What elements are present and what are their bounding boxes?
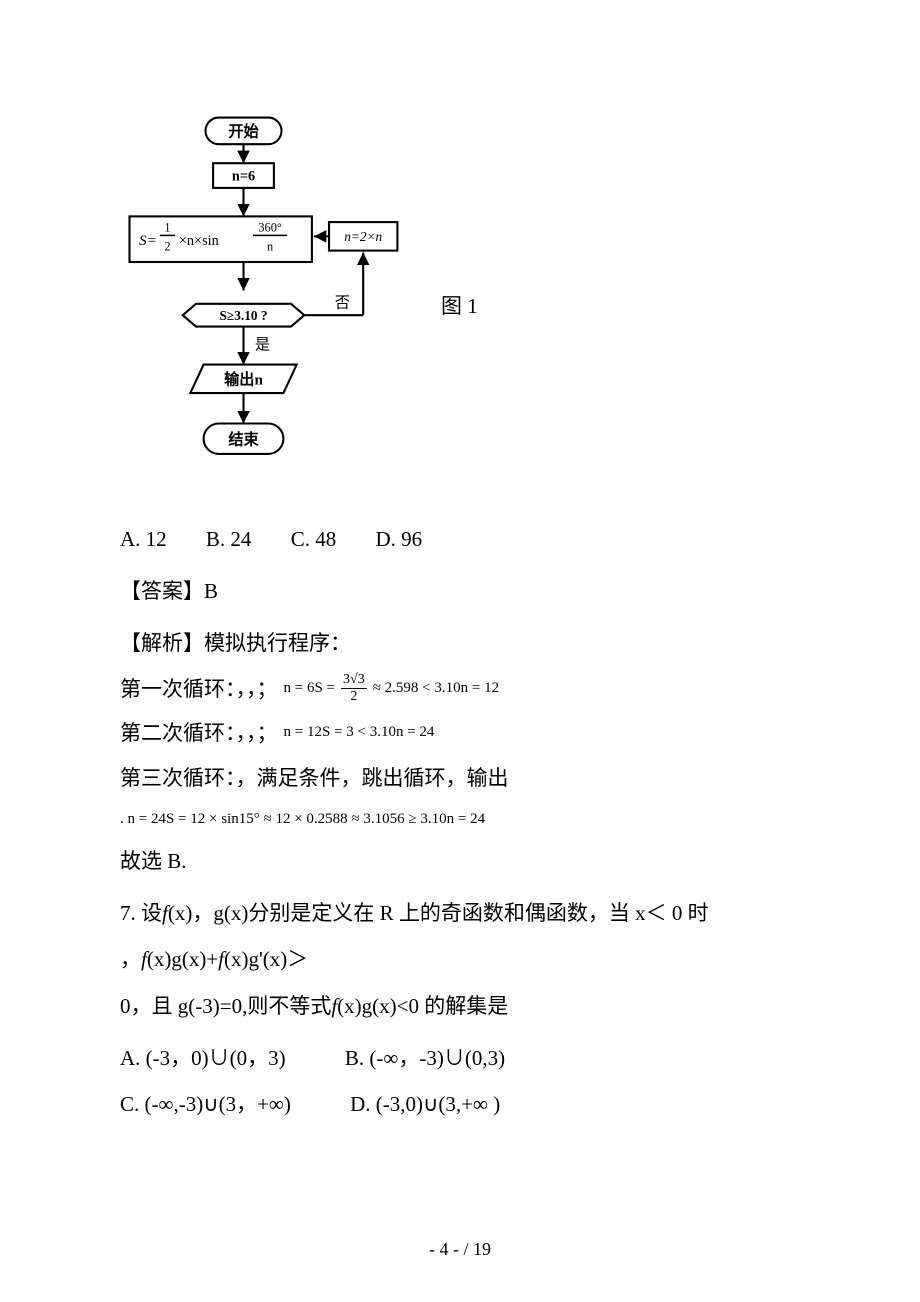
- q7-line2-b: (x)g(x)+: [147, 947, 218, 971]
- option-d: D. 96: [375, 516, 422, 562]
- q7-line3-a: 0，且 g(-3)=0,则不等式: [120, 994, 331, 1018]
- loop-1-prefix: 第一次循环：，，；: [120, 667, 278, 711]
- loop-1: 第一次循环：，，； n = 6S = 3√3 2 ≈ 2.598 < 3.10n…: [120, 667, 800, 711]
- q7-option-b: B. (-∞，-3)∪(0,3): [345, 1035, 505, 1081]
- loop-1-frac-num: 3√3: [341, 673, 367, 689]
- calc-half-den: 2: [164, 240, 170, 254]
- page: 开始 n=6 S= 1 2 ×n×sin 360° n n=2×n: [0, 0, 920, 1302]
- q7-option-d: D. (-3,0)∪(3,+∞ ): [350, 1081, 500, 1127]
- q7-line2: ，f(x)g(x)+f(x)g'(x)＞: [120, 936, 800, 982]
- analysis-label: 【解析】模拟执行程序：: [120, 620, 800, 666]
- figure-row: 开始 n=6 S= 1 2 ×n×sin 360° n n=2×n: [120, 110, 800, 490]
- answer-label: 【答案】B: [120, 568, 800, 614]
- node-start: 开始: [228, 123, 259, 141]
- q7-line3: 0，且 g(-3)=0,则不等式f(x)g(x)<0 的解集是: [120, 983, 800, 1029]
- option-c: C. 48: [291, 516, 337, 562]
- loop-2: 第二次循环：，，； n = 12S = 3 < 3.10n = 24: [120, 711, 800, 755]
- calc-deg-den: n: [267, 240, 273, 254]
- figure-label: 图 1: [441, 290, 478, 320]
- label-yes: 是: [255, 336, 270, 353]
- calc-deg-num: 360°: [258, 221, 282, 235]
- loop-3: 第三次循环：，满足条件，跳出循环，输出: [120, 755, 800, 801]
- calc-mid: ×n×sin: [179, 233, 219, 249]
- node-decision: S≥3.10 ?: [220, 308, 268, 323]
- option-a: A. 12: [120, 516, 167, 562]
- q7-options-2: C. (-∞,-3)∪(3，+∞) D. (-3,0)∪(3,+∞ ): [120, 1081, 800, 1127]
- node-init: n=6: [232, 168, 255, 184]
- q7-options-1: A. (-3，0)∪(0，3) B. (-∞，-3)∪(0,3): [120, 1035, 800, 1081]
- q7-line1-b: (x)，g(x)分别是定义在 R 上的奇函数和偶函数，当 x＜ 0 时: [168, 901, 709, 925]
- q7-option-a: A. (-3，0)∪(0，3): [120, 1035, 286, 1081]
- conclusion: 故选 B.: [120, 838, 800, 884]
- option-b: B. 24: [206, 516, 252, 562]
- loop-1-frac-den: 2: [350, 689, 357, 704]
- q7-line1: 7. 设f(x)，g(x)分别是定义在 R 上的奇函数和偶函数，当 x＜ 0 时: [120, 890, 800, 936]
- loop-2-math: n = 12S = 3 < 3.10n = 24: [284, 717, 435, 749]
- calc-prefix: S=: [139, 232, 157, 249]
- q7-line2-c: (x)g'(x)＞: [224, 947, 308, 971]
- page-footer: - 4 - / 19: [0, 1239, 920, 1260]
- node-update: n=2×n: [344, 229, 382, 244]
- loop-1-frac: 3√3 2: [341, 673, 367, 704]
- node-output: 输出n: [224, 371, 263, 389]
- loop-3-math: . n = 24S = 12 × sin15° ≈ 12 × 0.2588 ≈ …: [120, 811, 800, 828]
- options-row: A. 12 B. 24 C. 48 D. 96: [120, 516, 800, 562]
- loop-1-math-a: n = 6S =: [284, 673, 336, 705]
- q7-option-c: C. (-∞,-3)∪(3，+∞): [120, 1081, 291, 1127]
- q7-line2-a: ，: [120, 947, 141, 971]
- flowchart: 开始 n=6 S= 1 2 ×n×sin 360° n n=2×n: [120, 110, 405, 490]
- label-no: 否: [335, 295, 350, 312]
- loop-2-prefix: 第二次循环：，，；: [120, 711, 278, 755]
- loop-1-math-b: ≈ 2.598 < 3.10n = 12: [373, 673, 499, 705]
- calc-half-num: 1: [164, 221, 170, 235]
- q7-line3-b: (x)g(x)<0 的解集是: [337, 994, 508, 1018]
- q7-line1-a: 7. 设: [120, 901, 162, 925]
- node-end: 结束: [228, 430, 259, 448]
